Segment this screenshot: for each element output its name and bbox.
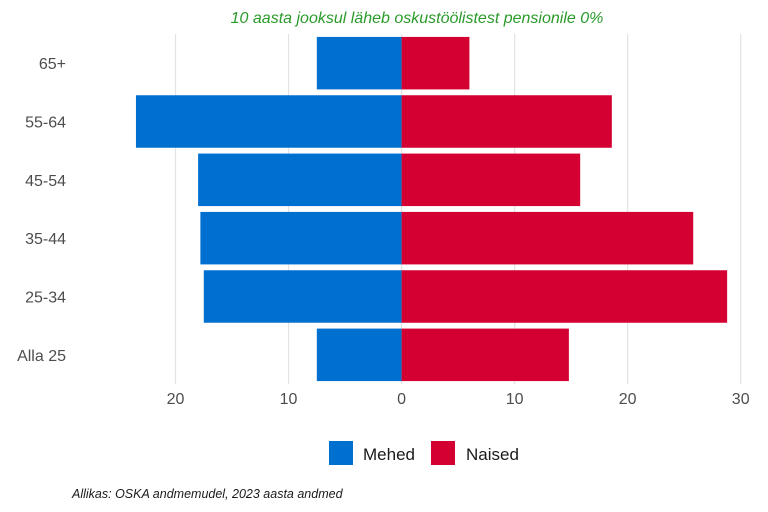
bar-mehed <box>200 211 402 265</box>
bar-mehed <box>135 95 402 148</box>
x-axis-labels: 20 10 0 10 20 30 <box>167 391 750 408</box>
x-tick-label: 20 <box>167 391 185 408</box>
y-tick-label: 65+ <box>39 56 66 73</box>
bar-naised <box>401 211 694 265</box>
x-tick-label: 30 <box>732 391 750 408</box>
x-tick-label: 10 <box>280 391 298 408</box>
y-axis-labels: 65+ 55-64 45-54 35-44 25-34 Alla 25 <box>17 56 66 365</box>
x-tick-label: 20 <box>619 391 637 408</box>
legend-label-mehed: Mehed <box>363 445 415 464</box>
y-tick-label: 55-64 <box>25 115 66 132</box>
y-tick-label: 25-34 <box>25 290 66 307</box>
bar-naised <box>401 36 470 90</box>
legend-label-naised: Naised <box>466 445 519 464</box>
bar-mehed <box>203 270 402 323</box>
x-tick-label: 0 <box>397 391 406 408</box>
bar-naised <box>401 153 581 207</box>
y-tick-label: 35-44 <box>25 231 66 248</box>
source-caption: Allikas: OSKA andmemudel, 2023 aasta and… <box>72 487 343 501</box>
bar-mehed <box>316 328 402 382</box>
legend-swatch-mehed <box>329 441 353 465</box>
y-tick-label: Alla 25 <box>17 348 66 365</box>
bar-naised <box>401 270 728 323</box>
legend-swatch-naised <box>431 441 455 465</box>
legend: Mehed Naised <box>329 441 519 465</box>
bar-naised <box>401 95 612 148</box>
y-tick-label: 45-54 <box>25 173 66 190</box>
x-tick-label: 10 <box>506 391 524 408</box>
grid-lines <box>174 34 742 384</box>
bar-mehed <box>316 36 402 90</box>
bar-mehed <box>198 153 402 207</box>
bar-naised <box>401 328 569 382</box>
bars <box>135 36 728 382</box>
chart-title: 10 aasta jooksul läheb oskustöölistest p… <box>231 10 604 27</box>
